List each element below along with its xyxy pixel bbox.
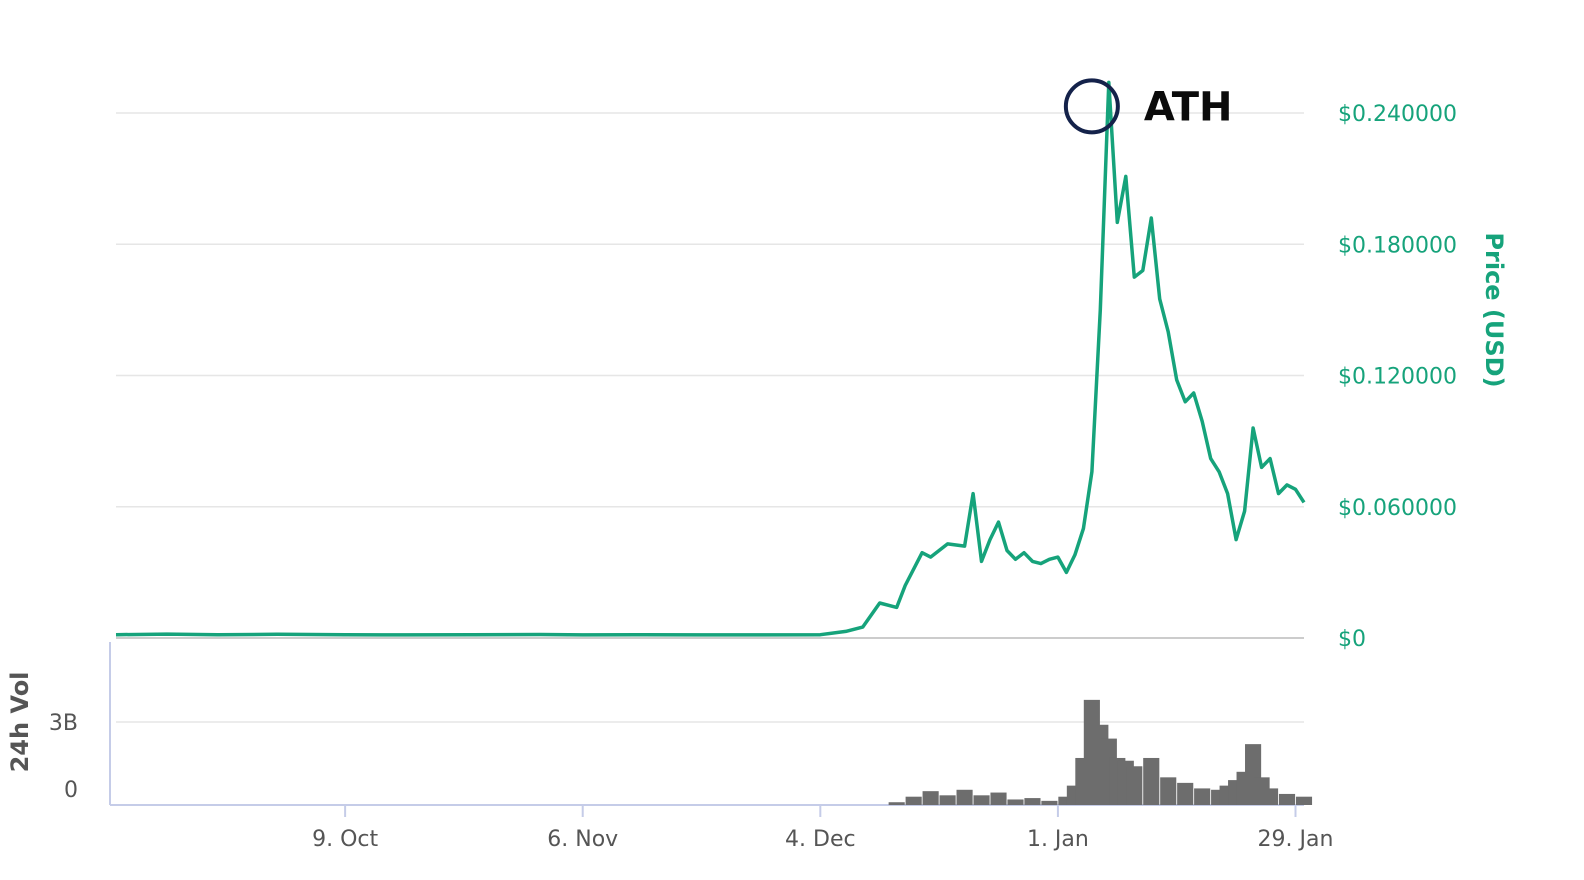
price-tick-label: $0.240000: [1338, 102, 1457, 127]
volume-bar: [956, 789, 973, 805]
volume-bars: [888, 699, 1313, 805]
volume-bar: [1295, 796, 1313, 805]
volume-tick-label: 3B: [49, 711, 78, 736]
volume-bar: [1058, 796, 1075, 805]
price-series-line: [115, 80, 1306, 637]
volume-bar: [1143, 757, 1160, 805]
volume-bar: [1194, 788, 1211, 805]
grid-lines: [109, 112, 1304, 806]
volume-bar: [888, 802, 905, 805]
volume-bar: [939, 795, 956, 805]
ath-annotation: ATH: [1063, 78, 1233, 135]
x-tick-label: 29. Jan: [1258, 827, 1334, 852]
volume-bar: [1261, 788, 1279, 805]
volume-bar: [990, 792, 1007, 805]
volume-bar: [1007, 799, 1024, 805]
price-tick-label: $0.060000: [1338, 496, 1457, 521]
volume-bar: [922, 791, 939, 805]
ath-marker-circle: [1063, 78, 1120, 135]
volume-bar: [905, 796, 922, 805]
volume-tick-label: 0: [64, 778, 78, 803]
volume-bar: [1160, 777, 1177, 805]
price-axis-label: Price (USD): [1480, 232, 1508, 387]
x-tick-label: 4. Dec: [785, 827, 856, 852]
price-line-layer: [115, 80, 1306, 637]
ath-label: ATH: [1144, 84, 1233, 130]
volume-bar: [973, 795, 990, 805]
price-tick-label: $0: [1338, 627, 1366, 652]
volume-bar: [1278, 793, 1296, 805]
volume-bar: [1177, 782, 1194, 805]
axis-layer: $0 $0.060000 $0.120000 $0.180000 $0.240000 0 3…: [49, 102, 1457, 852]
x-tick-label: 1. Jan: [1027, 827, 1089, 852]
price-tick-label: $0.120000: [1338, 365, 1457, 390]
x-tick-label: 6. Nov: [547, 827, 618, 852]
volume-bar: [1024, 798, 1041, 805]
x-tick-label: 9. Oct: [312, 827, 378, 852]
price-tick-label: $0.180000: [1338, 233, 1457, 258]
volume-axis-label: 24h Vol: [6, 672, 34, 773]
volume-bar: [1041, 800, 1058, 805]
volume-bar: [1126, 766, 1143, 805]
